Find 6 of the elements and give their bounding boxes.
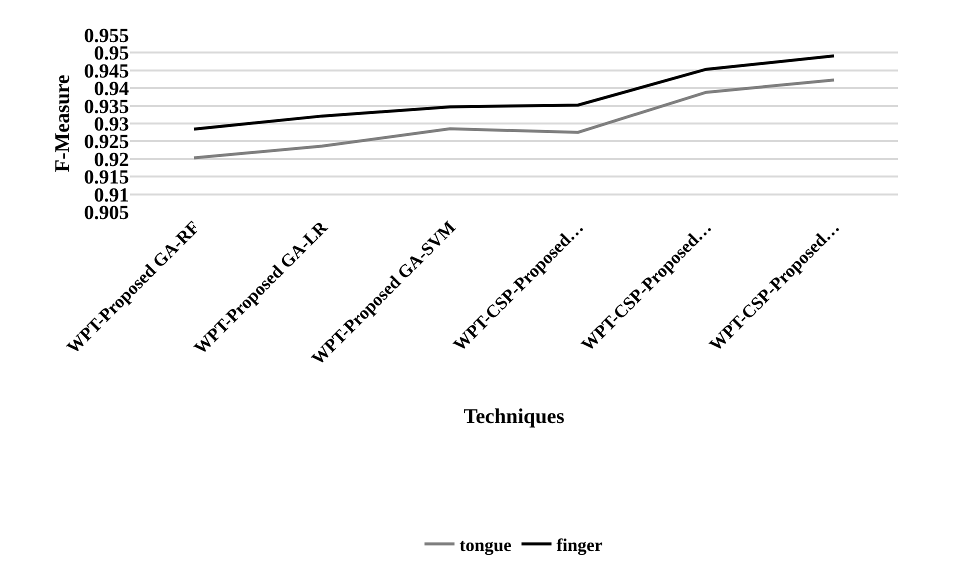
legend-label: finger (556, 534, 603, 555)
legend-label: tongue (460, 534, 512, 555)
y-axis-title: F-Measure (50, 74, 74, 172)
line-series (192, 54, 836, 131)
x-axis-title: Techniques (464, 404, 564, 428)
line-series (192, 78, 836, 160)
